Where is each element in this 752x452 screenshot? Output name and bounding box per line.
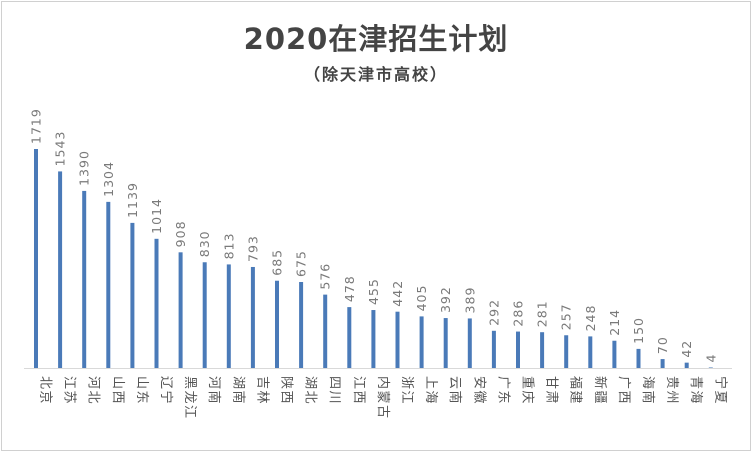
data-label: 150 — [631, 317, 646, 344]
data-label: 1390 — [77, 150, 92, 186]
data-label: 248 — [583, 305, 598, 332]
category-label: 黑龙江 — [182, 376, 197, 420]
bar — [588, 336, 593, 368]
bar — [106, 201, 111, 368]
bar — [443, 318, 448, 368]
category-label: 山东 — [134, 376, 149, 405]
category-label: 河北 — [86, 376, 101, 405]
data-label: 455 — [366, 278, 381, 305]
bar — [540, 332, 545, 368]
data-label: 42 — [679, 340, 694, 358]
bar — [347, 307, 352, 368]
data-label: 793 — [245, 235, 260, 262]
bar — [178, 252, 183, 368]
bar — [660, 359, 665, 368]
category-label: 云南 — [447, 376, 463, 405]
bar — [684, 362, 689, 368]
category-label: 贵州 — [664, 376, 679, 405]
category-label: 山西 — [110, 376, 125, 405]
category-label: 北京 — [38, 376, 53, 405]
data-label: 1719 — [29, 108, 44, 144]
bar — [467, 318, 472, 368]
category-label: 江西 — [351, 376, 366, 405]
bar — [636, 348, 641, 368]
data-label: 405 — [414, 285, 429, 312]
bar — [299, 282, 304, 368]
bar — [395, 311, 400, 368]
category-label: 陕西 — [279, 376, 294, 405]
data-label: 675 — [294, 250, 309, 277]
bar — [34, 149, 38, 368]
category-label: 河南 — [206, 376, 222, 405]
bar — [202, 262, 207, 368]
category-label: 吉林 — [254, 376, 269, 405]
bar — [250, 266, 255, 368]
data-label: 1139 — [125, 182, 140, 218]
data-label: 257 — [559, 303, 574, 330]
data-label: 442 — [390, 280, 405, 307]
bar — [82, 190, 87, 368]
data-label: 478 — [342, 275, 357, 302]
category-label: 江苏 — [62, 376, 78, 405]
category-label: 上海 — [423, 376, 438, 405]
data-label: 286 — [511, 300, 526, 327]
bar — [612, 340, 617, 368]
bar — [708, 367, 713, 368]
bar — [371, 310, 376, 368]
chart-subtitle: （除天津市高校） — [303, 65, 448, 84]
data-label: 292 — [486, 299, 501, 326]
data-label: 685 — [270, 249, 285, 276]
category-label: 宁夏 — [712, 376, 728, 405]
data-label: 908 — [173, 220, 188, 247]
data-label: 576 — [318, 263, 333, 290]
data-label: 214 — [607, 309, 622, 336]
bar — [58, 171, 63, 368]
data-label: 830 — [197, 230, 212, 257]
bar — [275, 280, 279, 368]
category-label: 广西 — [616, 376, 631, 405]
bar — [130, 222, 135, 368]
category-label: 新疆 — [592, 376, 608, 405]
bar — [491, 330, 496, 368]
data-label: 392 — [438, 286, 453, 313]
bar — [516, 331, 520, 368]
data-label: 1014 — [149, 198, 164, 234]
category-label: 内蒙古 — [375, 376, 391, 420]
chart-title: 2020在津招生计划 — [243, 22, 509, 56]
category-label: 甘肃 — [544, 376, 559, 405]
data-label: 4 — [703, 354, 718, 363]
data-label: 813 — [221, 233, 236, 260]
category-label: 福建 — [568, 376, 583, 405]
category-label: 湖北 — [303, 376, 318, 405]
category-label: 青海 — [688, 376, 703, 405]
category-label: 辽宁 — [158, 376, 174, 405]
category-label: 安徽 — [471, 376, 486, 405]
data-label: 389 — [462, 287, 477, 314]
category-label: 浙江 — [399, 376, 414, 405]
category-label: 四川 — [327, 376, 342, 405]
data-label: 281 — [535, 300, 550, 327]
bar — [226, 264, 231, 368]
data-label: 70 — [655, 336, 670, 354]
category-label: 广东 — [495, 376, 510, 405]
category-label: 海南 — [640, 376, 656, 405]
category-label: 湖南 — [230, 376, 246, 405]
bar — [419, 316, 424, 368]
bar — [154, 238, 159, 368]
data-label: 1543 — [53, 131, 68, 167]
data-label: 1304 — [101, 161, 116, 197]
category-label: 重庆 — [520, 376, 536, 405]
bar — [564, 335, 569, 368]
bar — [323, 294, 328, 368]
